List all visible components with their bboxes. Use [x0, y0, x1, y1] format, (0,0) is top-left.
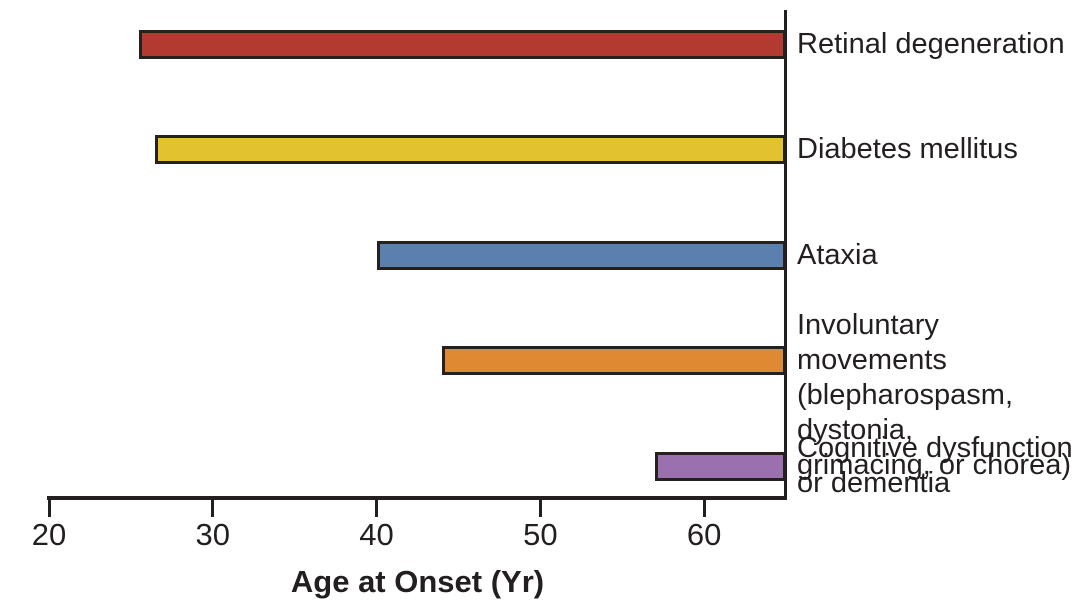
bar-diabetes-mellitus	[155, 135, 786, 165]
label-retinal-degeneration: Retinal degeneration	[797, 28, 1065, 60]
x-axis-tick-40	[375, 500, 379, 517]
x-axis-tick-label-30: 30	[195, 517, 231, 552]
x-axis-tick-30	[211, 500, 215, 517]
label-diabetes-mellitus: Diabetes mellitus	[797, 133, 1018, 166]
bar-cognitive-dysfunction	[654, 451, 786, 481]
bar-retinal-degeneration	[139, 30, 786, 59]
x-axis-title: Age at Onset (Yr)	[290, 564, 545, 599]
label-involuntary-movements: Involuntary movements (blepharospasm, dy…	[797, 309, 1071, 482]
x-axis-line	[47, 496, 787, 500]
label-cognitive-dysfunction: Cognitive dysfunction or dementia	[797, 432, 1073, 500]
x-axis-tick-label-40: 40	[359, 517, 394, 552]
x-axis-tick-label-50: 50	[523, 517, 558, 552]
x-axis-tick-20	[47, 500, 51, 517]
x-axis-tick-60	[702, 500, 706, 517]
bar-ataxia	[376, 240, 786, 270]
x-axis-tick-label-20: 20	[31, 517, 67, 552]
bar-involuntary-movements	[442, 346, 786, 376]
x-axis-tick-label-60: 60	[686, 517, 722, 552]
label-ataxia: Ataxia	[797, 238, 878, 271]
x-axis-tick-50	[538, 500, 542, 517]
